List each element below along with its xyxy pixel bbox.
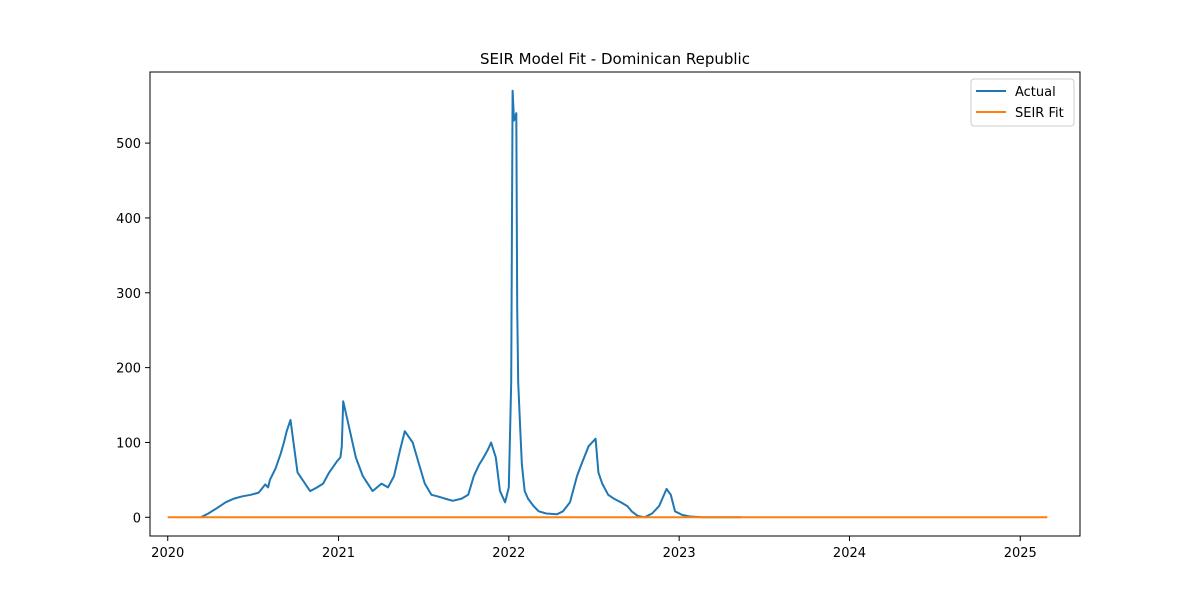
legend: Actual SEIR Fit xyxy=(970,78,1075,127)
y-tick-label: 300 xyxy=(116,287,141,302)
x-tick-label: 2022 xyxy=(492,546,525,561)
y-tick-label: 100 xyxy=(116,436,141,451)
x-tick-label: 2025 xyxy=(1004,546,1037,561)
y-tick-label: 200 xyxy=(116,362,141,377)
chart-title: SEIR Model Fit - Dominican Republic xyxy=(480,50,750,68)
y-axis: 0 100 200 300 400 500 xyxy=(116,137,150,526)
y-tick-label: 0 xyxy=(133,511,141,526)
x-tick-label: 2024 xyxy=(833,546,866,561)
x-tick-label: 2023 xyxy=(663,546,696,561)
x-axis: 2020 2021 2022 2023 2024 2025 xyxy=(151,536,1037,561)
y-tick-label: 400 xyxy=(116,212,141,227)
x-tick-label: 2020 xyxy=(151,546,184,561)
plot-frame xyxy=(149,71,1081,537)
series-line-actual xyxy=(200,89,741,519)
series-layer xyxy=(167,89,1048,519)
y-tick-label: 500 xyxy=(116,137,141,152)
legend-label-actual: Actual xyxy=(1015,85,1056,100)
x-tick-label: 2021 xyxy=(322,546,355,561)
legend-label-seir-fit: SEIR Fit xyxy=(1015,106,1064,121)
